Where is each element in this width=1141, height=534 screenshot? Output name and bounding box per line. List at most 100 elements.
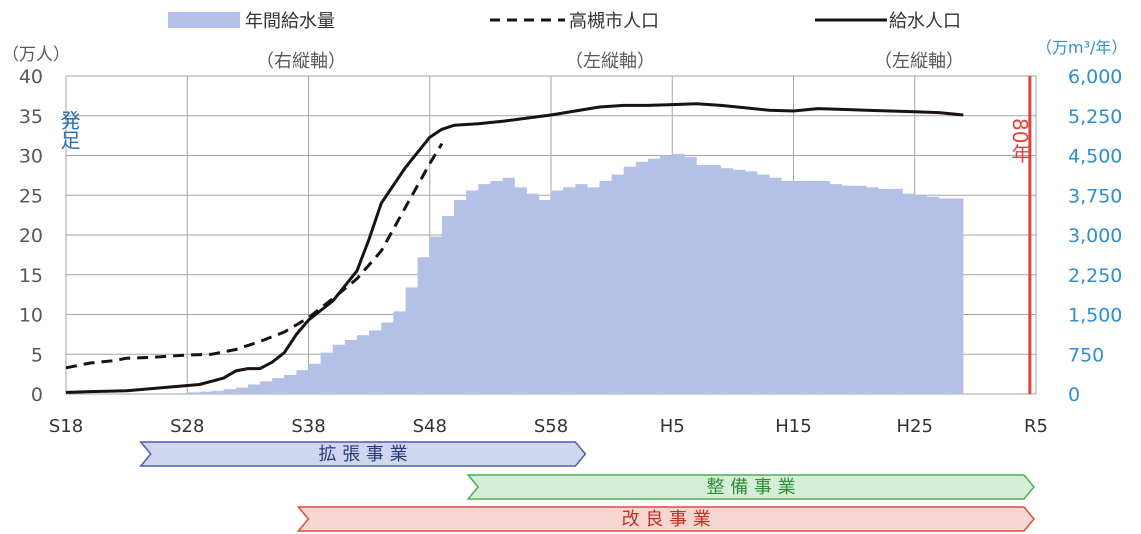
x-tick-label: H5: [660, 416, 685, 437]
supply-bar: [684, 157, 697, 394]
supply-bar: [429, 236, 443, 394]
x-axis-ticks: S18 S28 S38 S48 S58 H5 H15 H25 R5: [49, 416, 1048, 437]
supply-bar: [260, 381, 273, 394]
supply-bar: [817, 180, 831, 394]
start-label: 発足: [57, 110, 81, 150]
left-tick-label: 30: [19, 146, 43, 168]
supply-bar: [878, 188, 891, 394]
supply-bar: [757, 174, 770, 394]
supply-bar: [648, 158, 661, 394]
x-tick-label: R5: [1024, 416, 1048, 437]
phase-arrow: [466, 474, 1035, 500]
legend-label-served-population: 給水人口: [889, 11, 961, 32]
supply-bar: [369, 330, 382, 394]
left-tick-label: 35: [19, 106, 43, 128]
served-population-line: [65, 102, 964, 394]
supply-bar: [405, 287, 418, 394]
supply-bar: [563, 187, 576, 394]
supply-bar: [381, 322, 394, 394]
left-tick-label: 5: [31, 344, 43, 366]
supply-bar: [296, 370, 309, 394]
markers: 発足 80年: [57, 76, 1032, 394]
supply-bar: [854, 185, 867, 394]
supply-bar: [635, 161, 649, 394]
right-tick-label: 6,000: [1068, 66, 1122, 88]
supply-bar: [332, 344, 346, 394]
right-axis-unit: （万m³/年）: [1036, 38, 1127, 57]
left-tick-label: 0: [31, 384, 43, 406]
supply-bar: [926, 196, 940, 394]
supply-bar: [393, 311, 406, 394]
supply-bar: [417, 257, 430, 394]
right-tick-label: 3,750: [1068, 185, 1122, 207]
phase-arrow: [139, 441, 587, 467]
right-tick-label: 750: [1068, 344, 1104, 366]
supply-bar: [272, 378, 285, 394]
x-tick-label: S58: [534, 416, 568, 437]
supply-bar: [308, 363, 321, 394]
supply-bar: [357, 335, 370, 394]
left-axis-ticks: 0 5 10 15 20 25 30 35 40: [19, 66, 43, 406]
supply-bar: [478, 184, 491, 394]
supply-bar: [454, 200, 467, 394]
annual-supply-bars: [187, 153, 964, 394]
supply-bar: [842, 185, 855, 394]
right-tick-label: 4,500: [1068, 146, 1122, 168]
supply-bar: [514, 187, 527, 394]
right-tick-label: 3,000: [1068, 225, 1122, 247]
legend-bar-swatch: [168, 12, 240, 28]
x-tick-label: H25: [897, 416, 933, 437]
supply-bar: [902, 193, 915, 394]
right-tick-label: 5,250: [1068, 106, 1122, 128]
phase-label: 整 備 事 業: [706, 477, 795, 498]
supply-bar: [781, 180, 794, 394]
supply-bar: [247, 384, 261, 394]
phase-label: 改 良 事 業: [622, 509, 711, 530]
x-tick-label: S28: [170, 416, 204, 437]
supply-bar: [672, 153, 685, 394]
supply-bar: [284, 374, 297, 394]
supply-bar: [441, 215, 455, 394]
supply-bar: [866, 187, 879, 394]
x-tick-label: H15: [775, 416, 811, 437]
supply-bar: [599, 180, 612, 394]
supply-bar: [708, 165, 721, 394]
left-axis-unit: （万人）: [2, 45, 70, 65]
x-tick-label: S38: [291, 416, 325, 437]
supply-bar: [623, 166, 637, 394]
legend-label-annual-supply: 年間給水量: [245, 11, 335, 32]
legend: 年間給水量 （右縦軸） 高槻市人口 （左縦軸） 給水人口 （左縦軸）: [168, 11, 964, 72]
supply-bar: [320, 352, 333, 394]
left-tick-label: 15: [19, 265, 43, 287]
supply-bar: [769, 177, 782, 394]
supply-bar: [538, 200, 552, 394]
supply-bar: [829, 184, 843, 394]
legend-sub-annual-supply: （右縦軸）: [256, 51, 346, 72]
phase-arrow: [296, 506, 1035, 532]
supply-bar: [793, 180, 806, 394]
right-axis-ticks: 0 750 1,500 2,250 3,000 3,750 4,500 5,250 6,000: [1068, 66, 1122, 406]
supply-bar: [211, 390, 224, 394]
project-phases: 拡 張 事 業整 備 事 業改 良 事 業: [139, 441, 1035, 532]
left-tick-label: 10: [19, 305, 43, 327]
supply-bar: [611, 174, 624, 394]
left-tick-label: 25: [19, 185, 43, 207]
left-tick-label: 20: [19, 225, 43, 247]
supply-bar: [187, 392, 200, 394]
left-tick-label: 40: [19, 66, 43, 88]
anniversary-label: 80年: [1008, 118, 1032, 163]
supply-bar: [344, 339, 358, 394]
supply-bar: [199, 391, 212, 394]
right-tick-label: 0: [1068, 384, 1080, 406]
supply-bar: [490, 180, 503, 394]
supply-bar: [805, 180, 818, 394]
right-tick-label: 2,250: [1068, 265, 1122, 287]
supply-bar: [890, 188, 903, 394]
legend-label-city-population: 高槻市人口: [569, 11, 659, 32]
supply-bar: [696, 165, 709, 394]
supply-bar: [223, 389, 236, 394]
legend-sub-city-population: （左縦軸）: [565, 51, 655, 72]
supply-bar: [732, 169, 746, 394]
supply-bar: [575, 184, 588, 394]
